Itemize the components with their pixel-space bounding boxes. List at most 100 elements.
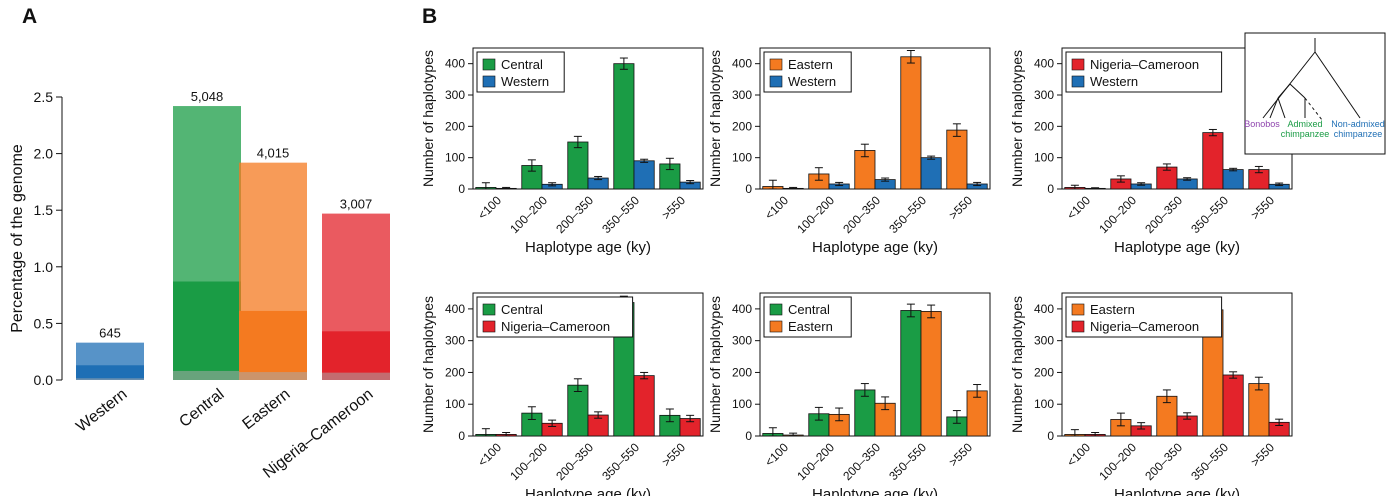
x-tick-label: 350–550 [1188, 440, 1231, 483]
panel-b-chart-4: 0 100 200 300 400 Number of haplotypes <100 100… [420, 292, 704, 496]
x-tick-label: >550 [946, 193, 975, 222]
panel-a-y-tick-label: 2.0 [34, 146, 54, 162]
bar [920, 311, 942, 437]
panel-a-y-tick-label: 0.0 [34, 372, 54, 388]
x-tick-label: 200–350 [553, 193, 596, 236]
tree-branch [1314, 51, 1361, 119]
x-tick-label: 200–350 [840, 193, 883, 236]
legend-entry: Western [1090, 74, 1138, 89]
inset-label-nonadmixed: Non-admixed [1331, 119, 1385, 129]
y-tick-label: 200 [732, 365, 752, 379]
legend-swatch [769, 303, 783, 316]
bar [920, 157, 942, 190]
tree-branch [1269, 97, 1279, 119]
x-tick-label: <100 [1064, 440, 1093, 469]
panel-a-bar-segment [76, 365, 144, 380]
panel-a-letter: A [22, 5, 38, 28]
phylogeny-inset: Bonobos AdmixedchimpanzeeNon-admixedchimp… [1244, 32, 1386, 155]
x-tick-label: >550 [946, 440, 975, 469]
panel-a-bar-value-label: 3,007 [340, 197, 373, 212]
x-tick-label: <100 [475, 440, 504, 469]
panel-a-y-tick-label: 0.5 [34, 315, 54, 331]
x-tick-label: 350–550 [599, 193, 642, 236]
x-tick-label: 100–200 [507, 440, 550, 483]
x-tick-label: >550 [1248, 193, 1277, 222]
x-axis-label: Haplotype age (ky) [525, 486, 651, 496]
x-tick-label: 100–200 [507, 193, 550, 236]
y-tick-label: 100 [732, 151, 752, 165]
y-tick-label: 300 [445, 88, 465, 102]
y-tick-label: 200 [732, 119, 752, 133]
legend-box [1065, 296, 1223, 338]
panel-a-chart: 0.0 0.5 1.0 1.5 2.0 2.5 Percentage of the geno… [9, 89, 390, 482]
inset-label-bonobos: Bonobos [1244, 119, 1280, 129]
legend-box [1065, 51, 1223, 93]
legend-entry: Eastern [788, 319, 833, 334]
panel-a-bar-segment [239, 310, 307, 380]
y-axis-label: Number of haplotypes [420, 50, 436, 187]
panel-b-chart-2: 0 100 200 300 400 Number of haplotypes <100 100… [707, 47, 991, 256]
panel-a-bar-base [173, 370, 241, 380]
legend-entry: Eastern [788, 57, 833, 72]
panel-a-bar-value-label: 4,015 [257, 146, 290, 161]
inset-label-admixed: Admixed [1287, 119, 1322, 129]
panel-a-bar-base [322, 372, 390, 380]
bar [613, 63, 635, 190]
x-tick-label: 200–350 [840, 440, 883, 483]
legend-entry: Nigeria–Cameroon [1090, 319, 1199, 334]
y-axis-label: Number of haplotypes [707, 50, 723, 187]
y-tick-label: 300 [732, 334, 752, 348]
legend-swatch [482, 58, 496, 71]
legend-entry: Nigeria–Cameroon [1090, 57, 1199, 72]
bar [567, 384, 589, 437]
legend-entry: Central [501, 57, 543, 72]
inset-box [1244, 32, 1386, 155]
panel-a-x-tick-label: Western [73, 386, 130, 436]
legend-swatch [482, 75, 496, 88]
legend-swatch [1071, 75, 1085, 88]
y-axis-label: Number of haplotypes [420, 296, 436, 433]
panel-a-y-tick-label: 2.5 [34, 89, 54, 105]
legend: Central Nigeria–Cameroon [476, 296, 634, 338]
panel-a-bar-segment [322, 331, 390, 380]
y-tick-label: 400 [445, 57, 465, 71]
legend: Nigeria–Cameroon Western [1065, 51, 1223, 93]
tree-branch [1277, 83, 1291, 99]
y-tick-label: 100 [445, 397, 465, 411]
y-tick-label: 400 [732, 302, 752, 316]
y-axis-label: Number of haplotypes [1009, 296, 1025, 433]
legend-entry: Western [501, 74, 549, 89]
panel-b-chart-1: 0 100 200 300 400 Number of haplotypes <100 100… [420, 47, 704, 256]
y-tick-label: 400 [445, 302, 465, 316]
legend: Central Western [476, 51, 565, 93]
x-tick-label: >550 [659, 440, 688, 469]
x-tick-label: 100–200 [794, 440, 837, 483]
legend-entry: Western [788, 74, 836, 89]
y-tick-label: 300 [1034, 88, 1054, 102]
inset-label-admixed-2: chimpanzee [1281, 129, 1330, 139]
y-tick-label: 400 [1034, 302, 1054, 316]
x-tick-label: 350–550 [886, 193, 929, 236]
bar [1202, 132, 1224, 190]
x-tick-label: 200–350 [1142, 440, 1185, 483]
y-tick-label: 300 [1034, 334, 1054, 348]
legend-swatch [1071, 58, 1085, 71]
x-tick-label: 350–550 [1188, 193, 1231, 236]
y-tick-label: 200 [1034, 365, 1054, 379]
x-tick-label: 100–200 [794, 193, 837, 236]
bar [1222, 169, 1244, 190]
legend-box [476, 296, 634, 338]
x-tick-label: >550 [659, 193, 688, 222]
legend-entry: Nigeria–Cameroon [501, 319, 610, 334]
tree-branch [1277, 97, 1286, 119]
y-tick-label: 0 [458, 429, 465, 443]
bar [854, 389, 876, 437]
x-axis-label: Haplotype age (ky) [1114, 239, 1240, 256]
legend-swatch [1071, 320, 1085, 333]
panel-a-bar-value-label: 5,048 [191, 89, 224, 104]
x-tick-label: 100–200 [1096, 193, 1139, 236]
y-tick-label: 400 [1034, 57, 1054, 71]
legend-swatch [769, 58, 783, 71]
x-tick-label: 350–550 [599, 440, 642, 483]
panel-a-x-tick-label: Central [176, 386, 227, 431]
